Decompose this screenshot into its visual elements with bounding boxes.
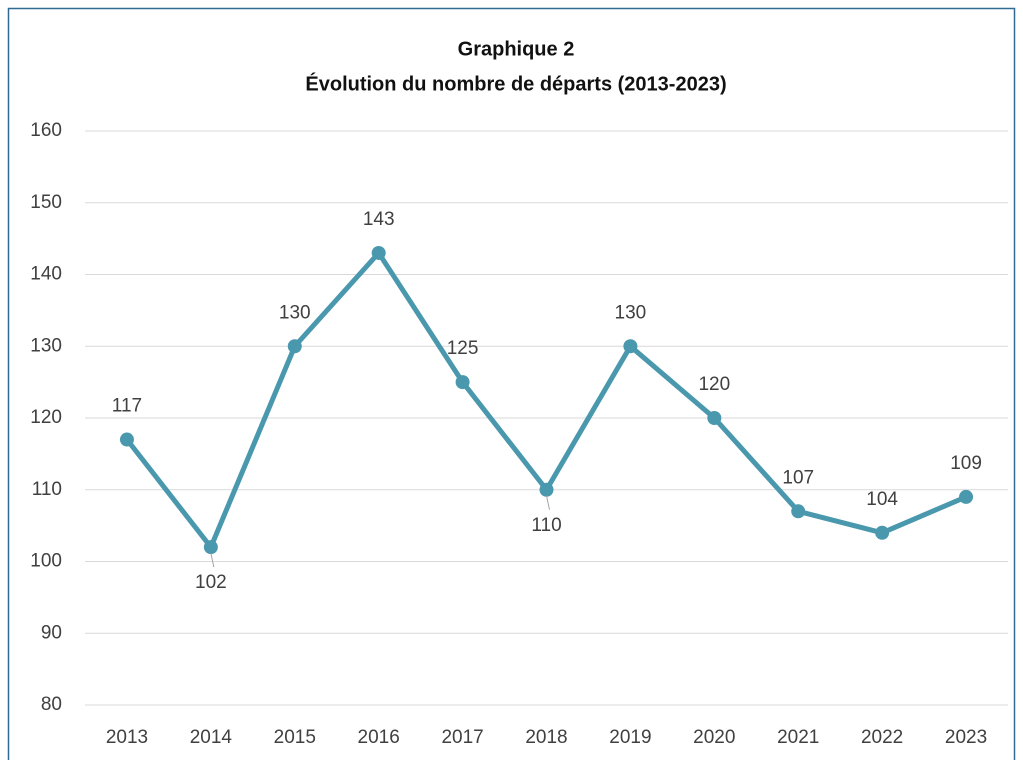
data-point — [119, 432, 134, 447]
y-tick-label: 80 — [41, 694, 62, 715]
x-tick-label: 2023 — [945, 727, 987, 748]
x-tick-label: 2019 — [609, 727, 651, 748]
x-tick-label: 2016 — [358, 727, 400, 748]
x-tick-label: 2020 — [693, 727, 735, 748]
data-label: 117 — [112, 396, 142, 417]
data-point — [287, 339, 302, 354]
data-label: 107 — [782, 467, 814, 488]
chart-subtitle: Évolution du nombre de départs (2013-202… — [305, 72, 726, 95]
chart-title: Graphique 2 — [458, 38, 575, 60]
y-tick-label: 90 — [41, 622, 62, 643]
y-tick-label: 120 — [30, 407, 62, 428]
x-tick-label: 2018 — [525, 727, 567, 748]
x-tick-label: 2021 — [777, 727, 819, 748]
x-tick-label: 2014 — [190, 727, 233, 748]
y-tick-label: 100 — [30, 551, 62, 572]
data-point — [371, 245, 386, 260]
data-label: 130 — [615, 302, 647, 323]
data-label: 125 — [447, 338, 479, 359]
data-point — [959, 489, 974, 504]
data-point — [455, 375, 470, 390]
y-tick-label: 150 — [30, 192, 62, 213]
x-tick-label: 2017 — [441, 727, 483, 748]
data-label: 102 — [195, 572, 227, 593]
data-label: 143 — [363, 209, 395, 230]
data-label: 104 — [866, 489, 898, 510]
data-point — [203, 540, 218, 555]
data-label: 130 — [279, 302, 311, 323]
leader-line — [210, 553, 215, 568]
chart-frame — [7, 7, 1016, 760]
data-point — [707, 411, 722, 425]
data-label: 110 — [531, 515, 561, 536]
data-point — [875, 525, 890, 540]
data-point — [539, 482, 554, 497]
data-point — [623, 339, 638, 354]
y-tick-label: 130 — [30, 335, 62, 356]
data-label: 109 — [950, 453, 982, 474]
y-tick-label: 110 — [32, 479, 62, 500]
x-tick-label: 2013 — [106, 727, 148, 748]
y-tick-label: 140 — [30, 264, 62, 285]
x-tick-label: 2022 — [861, 727, 903, 748]
x-tick-label: 2015 — [274, 727, 316, 748]
y-tick-label: 160 — [30, 120, 62, 141]
data-label: 120 — [698, 374, 730, 395]
leader-line — [546, 495, 550, 510]
data-point — [791, 504, 806, 519]
